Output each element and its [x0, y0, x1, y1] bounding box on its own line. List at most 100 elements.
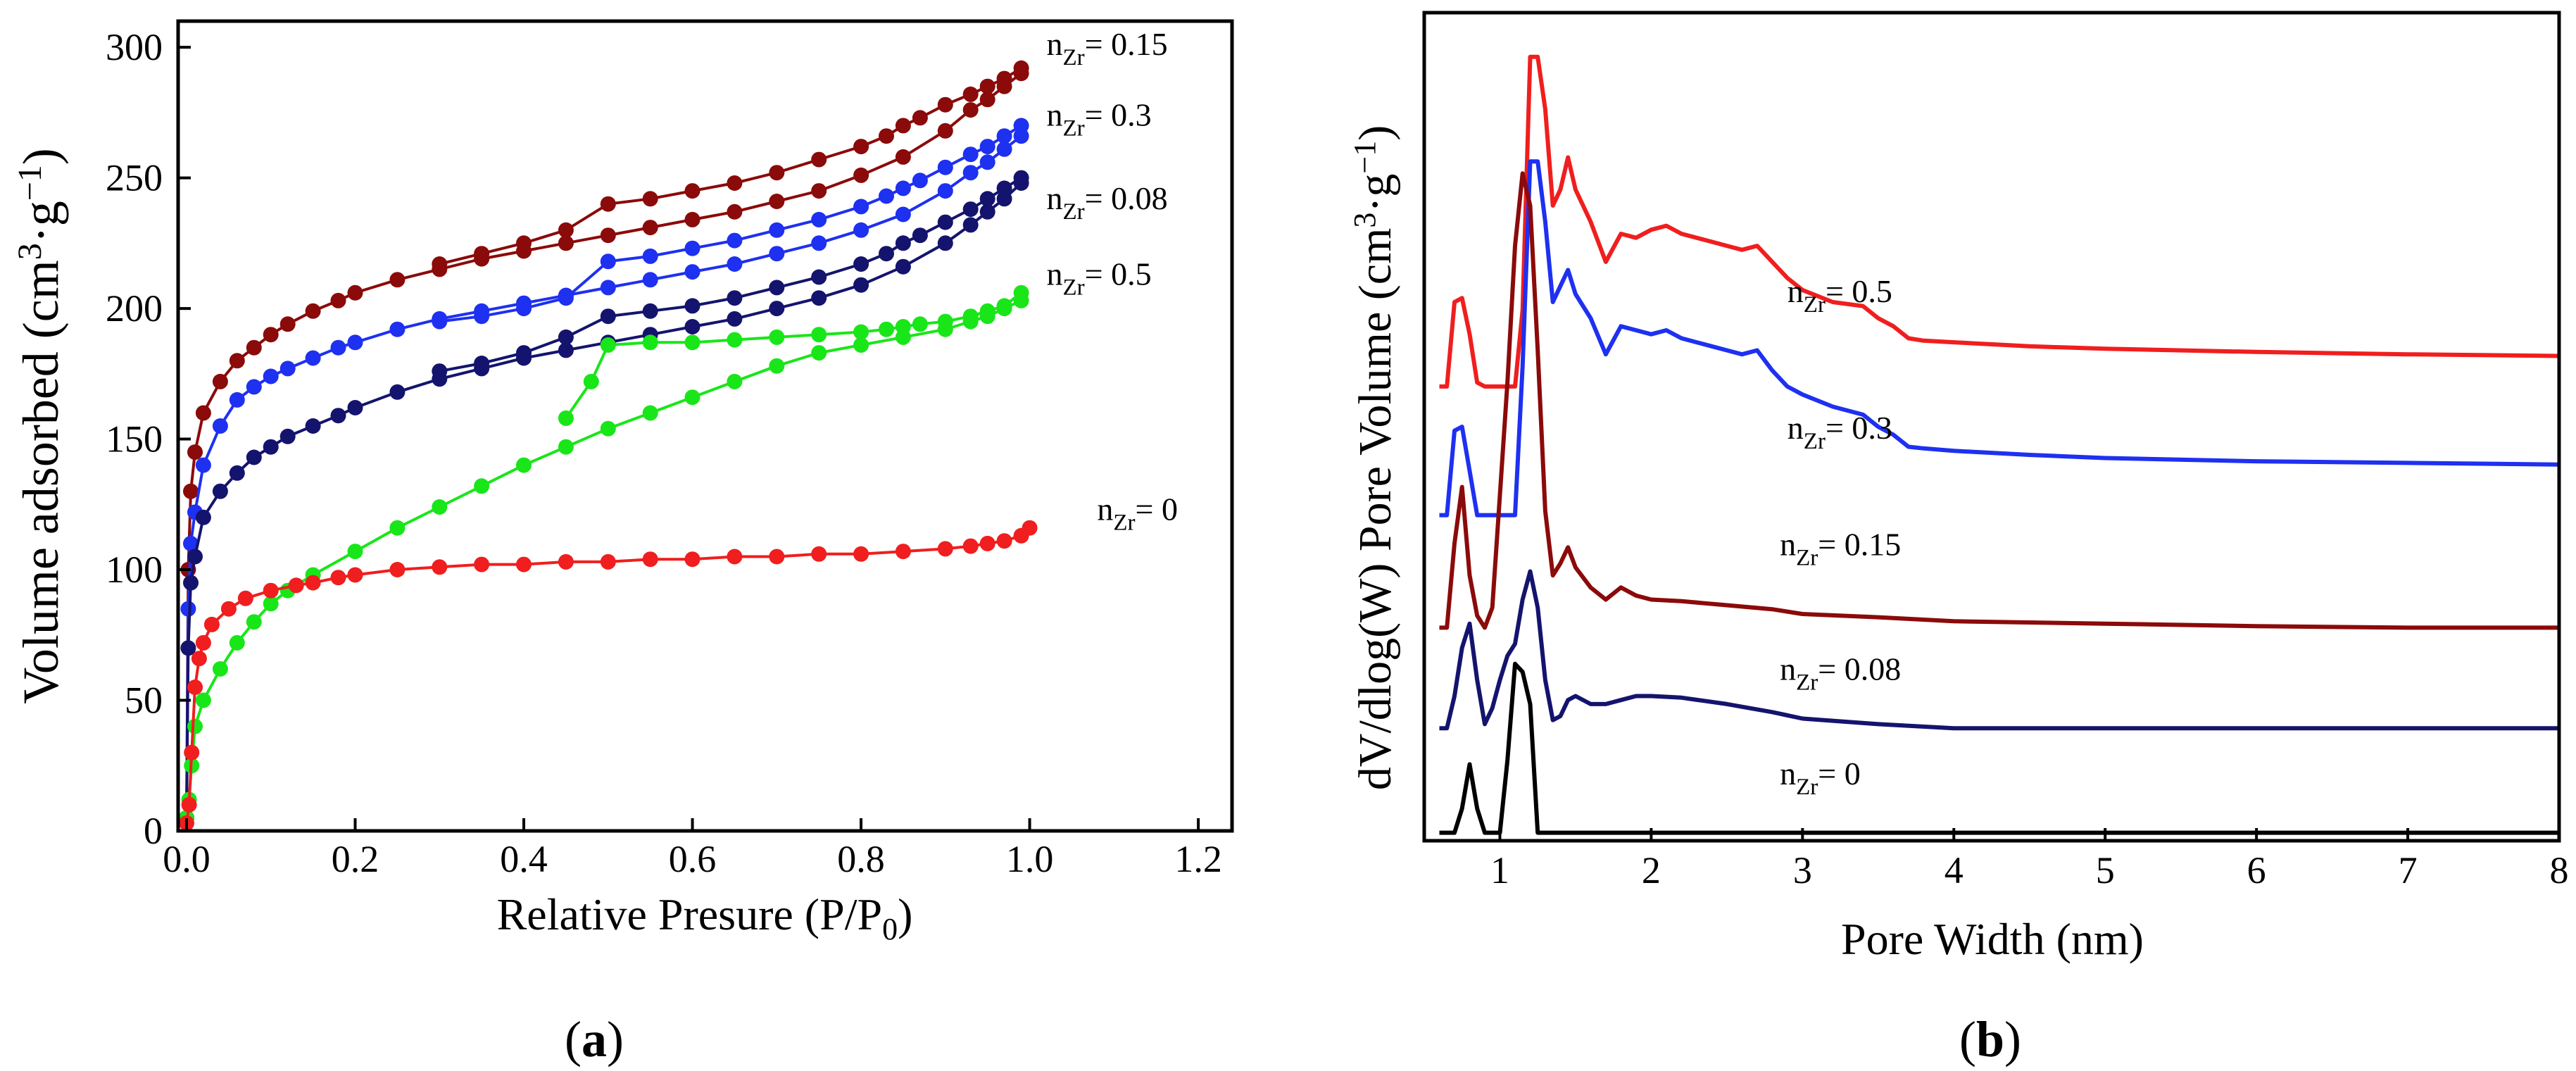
panel-a-adsorption-point: [229, 392, 245, 408]
panel-a-desorption-point: [474, 246, 490, 262]
panel-a-adsorption-point: [183, 575, 199, 591]
panel-a-adsorption-point: [180, 640, 196, 656]
panel-a-adsorption-point: [181, 796, 197, 813]
panel-a-adsorption-point: [389, 562, 406, 577]
panel-a-y-tick-label: 300: [106, 26, 163, 68]
panel-a-adsorption-point: [279, 316, 296, 332]
panel-b-plot-frame: [1422, 11, 2561, 843]
panel-a-adsorption-point: [996, 533, 1012, 549]
panel-a-desorption-point: [516, 345, 532, 361]
panel-b-series-line: [1439, 54, 2560, 389]
panel-a-adsorption-point: [212, 483, 228, 499]
panel-a-desorption-point: [1013, 60, 1029, 76]
panel-a-desorption-point: [727, 175, 743, 191]
panel-b-series-line: [1439, 569, 2559, 731]
panel-a-adsorption-point: [474, 478, 490, 494]
panel-a-y-ticks: 0 50 100 150 200 250 300: [106, 26, 191, 852]
panel-a-series-label: nZr= 0.3: [1047, 96, 1152, 141]
panel-a-adsorption-point: [895, 258, 911, 275]
panel-a-adsorption-point: [727, 311, 743, 327]
panel-a-x-tick-label: 0.8: [837, 838, 885, 880]
panel-a-x-ticks: 0.0 0.2 0.4 0.6 0.8 1.0 1.2: [163, 818, 1222, 880]
panel-a-adsorption-point: [769, 301, 785, 317]
panel-a-desorption-point: [1013, 284, 1029, 301]
panel-a-y-tick-label: 200: [106, 287, 163, 330]
panel-a-adsorption-point: [263, 368, 279, 384]
panel-a-desorption-point: [853, 256, 869, 272]
panel-a-adsorption-point: [347, 544, 363, 560]
panel-b-x-tick-label: 1: [1490, 849, 1509, 891]
panel-b-x-tick-label: 2: [1642, 849, 1661, 891]
panel-a-desorption-point: [432, 313, 448, 330]
panel-a-adsorption-point: [895, 206, 911, 223]
panel-a-adsorption-point: [432, 559, 448, 575]
panel-a-adsorption-point: [558, 553, 574, 570]
panel-b-x-ticks: 1 2 3 4 5 6 7 8: [1490, 828, 2569, 891]
panel-a-adsorption-point: [769, 194, 785, 209]
panel-a-adsorption-point: [937, 235, 953, 251]
panel-a-desorption-point: [811, 269, 827, 285]
panel-a-adsorption-point: [1022, 520, 1038, 536]
panel-a-adsorption-point: [330, 339, 346, 356]
panel-a-desorption-point: [600, 253, 616, 270]
panel-a-adsorption-point: [389, 520, 406, 536]
panel-a-adsorption-point: [811, 235, 827, 251]
panel-a-desorption-point: [996, 298, 1012, 314]
panel-a-desorption-point: [684, 334, 700, 351]
panel-a-adsorption-point: [347, 567, 363, 583]
panel-a-adsorption-point: [195, 692, 211, 708]
panel-a-adsorption-point: [811, 183, 827, 199]
panel-b-x-tick-label: 8: [2550, 849, 2569, 891]
panel-a-y-axis-title: Volume adsorbed (cm3·g−1): [11, 148, 69, 704]
panel-a-desorption-point: [853, 139, 869, 155]
panel-a-adsorption-point: [183, 483, 199, 499]
panel-a-series-label: nZr= 0.15: [1047, 26, 1168, 70]
panel-a-x-tick-label: 1.0: [1006, 838, 1054, 880]
panel-a-adsorption-point: [246, 614, 262, 630]
panel-a-desorption-point: [937, 159, 953, 175]
panel-a-desorption-point: [642, 248, 658, 264]
panel-a-adsorption-point: [962, 165, 979, 181]
panel-a-adsorption-point: [962, 102, 979, 118]
panel-a-adsorption-point: [769, 358, 785, 374]
panel-b-x-tick-label: 4: [1944, 849, 1964, 891]
panel-a-adsorption-point: [727, 373, 743, 389]
panel-a-y-tick-label: 150: [106, 418, 163, 461]
panel-a-adsorption-point: [516, 457, 532, 473]
panel-a-desorption-point: [979, 139, 995, 155]
panel-b-x-tick-label: 6: [2247, 849, 2266, 891]
panel-a-series: [179, 60, 1038, 831]
panel-a-adsorption-point: [279, 361, 296, 377]
panel-a-adsorption-point: [769, 246, 785, 262]
panel-a-desorption-point: [879, 321, 894, 337]
panel-a-desorption-point: [879, 246, 894, 262]
panel-a-desorption-point: [895, 235, 911, 251]
panel-a-desorption-point: [912, 227, 928, 244]
panel-a-x-tick-label: 0.0: [163, 838, 211, 880]
panel-a-adsorption-point: [212, 373, 228, 389]
panel-a-adsorption-point: [305, 303, 321, 319]
panel-a-adsorption-point: [187, 444, 203, 461]
panel-a-adsorption-point: [263, 327, 279, 343]
panel-a-desorption-point: [642, 334, 658, 351]
panel-a-adsorption-point: [330, 408, 346, 424]
panel-a-desorption-point: [1013, 118, 1029, 134]
panel-a-adsorption-point: [811, 546, 827, 562]
panel-a-adsorption-point: [642, 220, 658, 236]
panel-a-desorption-point: [769, 329, 785, 345]
panel-a-adsorption-point: [347, 400, 363, 415]
panel-a-desorption-point: [996, 70, 1012, 87]
panel-a-desorption-point: [474, 356, 490, 371]
panel-a-adsorption-point: [187, 718, 203, 734]
panel-a-desorption-point: [937, 214, 953, 230]
panel-a-desorption-point: [912, 316, 928, 332]
panel-a-adsorption-point: [684, 389, 700, 406]
panel-a-desorption-point: [600, 196, 616, 212]
panel-a-desorption-point: [432, 363, 448, 380]
panel-a-adsorption-point: [330, 292, 346, 308]
panel-a-adsorption-point: [853, 167, 869, 183]
panel-a-desorption-point: [516, 235, 532, 251]
